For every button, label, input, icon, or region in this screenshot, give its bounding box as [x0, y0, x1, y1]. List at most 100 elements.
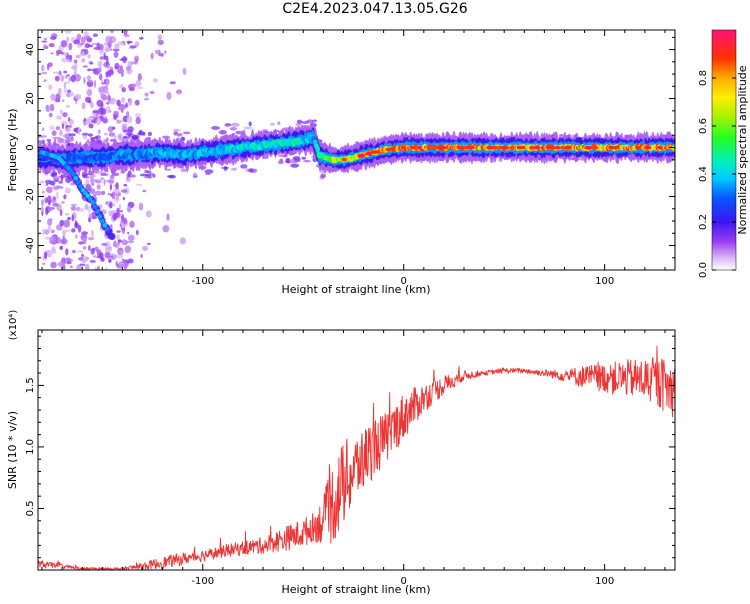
- noise-speckle: [59, 129, 63, 137]
- spectrogram-axes-frame: [37, 29, 676, 271]
- x-tick-label: 100: [595, 576, 614, 587]
- branch-mark: [71, 171, 76, 177]
- noise-speckle: [60, 74, 65, 82]
- ridge-halo-speckle: [144, 176, 153, 179]
- ridge-hotspot: [545, 145, 553, 150]
- noise-speckle: [67, 89, 72, 94]
- noise-speckle: [81, 231, 89, 235]
- ridge-halo-speckle: [204, 169, 214, 174]
- noise-speckle: [83, 36, 90, 39]
- noise-speckle: [110, 253, 116, 257]
- noise-speckle: [76, 264, 82, 270]
- ridge-halo-speckle: [579, 157, 585, 161]
- noise-speckle: [50, 246, 56, 253]
- noise-speckle: [84, 43, 91, 49]
- ridge-hotspot: [341, 157, 347, 162]
- noise-speckle: [121, 72, 124, 77]
- noise-speckle: [71, 65, 76, 70]
- noise-speckle: [149, 91, 155, 94]
- ridge-halo-speckle: [306, 119, 314, 124]
- ridge-halo-speckle: [39, 135, 48, 138]
- noise-speckle: [142, 189, 147, 193]
- noise-speckle: [85, 263, 90, 270]
- ridge-halo-speckle: [301, 156, 307, 160]
- ridge-hotspot: [493, 145, 498, 150]
- ridge-halo-speckle: [248, 121, 252, 127]
- noise-speckle: [129, 220, 135, 228]
- noise-speckle: [135, 229, 139, 236]
- ridge-halo-speckle: [52, 136, 61, 140]
- noise-speckle: [85, 179, 90, 186]
- noise-speckle: [83, 77, 86, 84]
- y-tick-label: 40: [25, 43, 36, 56]
- noise-speckle: [125, 178, 132, 181]
- noise-speckle: [65, 127, 71, 133]
- noise-speckle: [169, 81, 176, 85]
- noise-speckle: [116, 207, 120, 215]
- ridge-halo-speckle: [231, 133, 236, 136]
- x-tick-label: 0: [401, 276, 407, 287]
- noise-speckle: [49, 236, 56, 242]
- noise-speckle: [70, 203, 78, 206]
- noise-speckle: [69, 265, 73, 268]
- noise-speckle: [105, 35, 112, 44]
- ridge-halo-speckle: [240, 164, 248, 169]
- noise-speckle: [119, 84, 124, 89]
- noise-speckle: [101, 190, 106, 196]
- ridge-halo-speckle: [229, 127, 237, 131]
- noise-speckle: [103, 179, 106, 186]
- noise-speckle: [99, 252, 104, 260]
- colorbar-gradient: [711, 29, 737, 271]
- noise-speckle: [157, 34, 162, 41]
- branch-mark: [102, 222, 107, 228]
- noise-speckle: [56, 53, 60, 56]
- noise-speckle: [99, 56, 104, 60]
- colorbar-tick-label: 0.0: [698, 262, 709, 278]
- noise-speckle: [79, 207, 85, 212]
- noise-speckle: [157, 39, 164, 46]
- noise-speckle: [61, 201, 65, 204]
- x-tick-label: 0: [401, 576, 407, 587]
- noise-speckle: [158, 53, 165, 57]
- noise-speckle: [42, 228, 45, 236]
- noise-speckle: [59, 186, 64, 189]
- noise-speckle: [118, 119, 123, 124]
- noise-speckle: [53, 186, 60, 191]
- ridge-halo-speckle: [223, 166, 228, 171]
- noise-speckle: [87, 54, 91, 59]
- ridge-halo-speckle: [173, 128, 181, 132]
- noise-speckle: [94, 190, 102, 196]
- noise-speckle: [88, 123, 94, 129]
- noise-speckle: [112, 98, 117, 102]
- noise-speckle: [44, 236, 50, 240]
- noise-speckle: [41, 40, 48, 43]
- noise-speckle: [49, 36, 57, 40]
- ridge-halo-speckle: [296, 119, 303, 125]
- noise-speckle: [113, 187, 120, 194]
- noise-speckle: [137, 86, 144, 90]
- noise-speckle: [85, 96, 92, 103]
- noise-speckle: [116, 99, 121, 107]
- noise-speckle: [179, 237, 187, 245]
- noise-speckle: [66, 260, 72, 265]
- noise-speckle: [54, 75, 60, 82]
- ridge-halo-speckle: [211, 126, 220, 130]
- noise-speckle: [97, 44, 103, 48]
- ridge-hotspot: [371, 150, 380, 154]
- ridge-hotspot: [439, 145, 447, 150]
- ridge-halo-speckle: [100, 173, 109, 176]
- noise-speckle: [139, 36, 144, 40]
- noise-speckle: [74, 94, 82, 100]
- noise-speckle: [115, 195, 119, 201]
- ridge-hotspot: [487, 145, 493, 150]
- noise-speckle: [80, 259, 86, 263]
- noise-speckle: [66, 74, 70, 77]
- ridge-mark: [315, 145, 320, 153]
- noise-speckle: [51, 130, 57, 136]
- ridge-hotspot: [499, 145, 507, 150]
- noise-speckle: [135, 116, 141, 125]
- noise-speckle: [57, 137, 65, 144]
- noise-speckle: [79, 263, 86, 266]
- noise-speckle: [118, 41, 125, 46]
- ridge-halo-speckle: [277, 160, 284, 165]
